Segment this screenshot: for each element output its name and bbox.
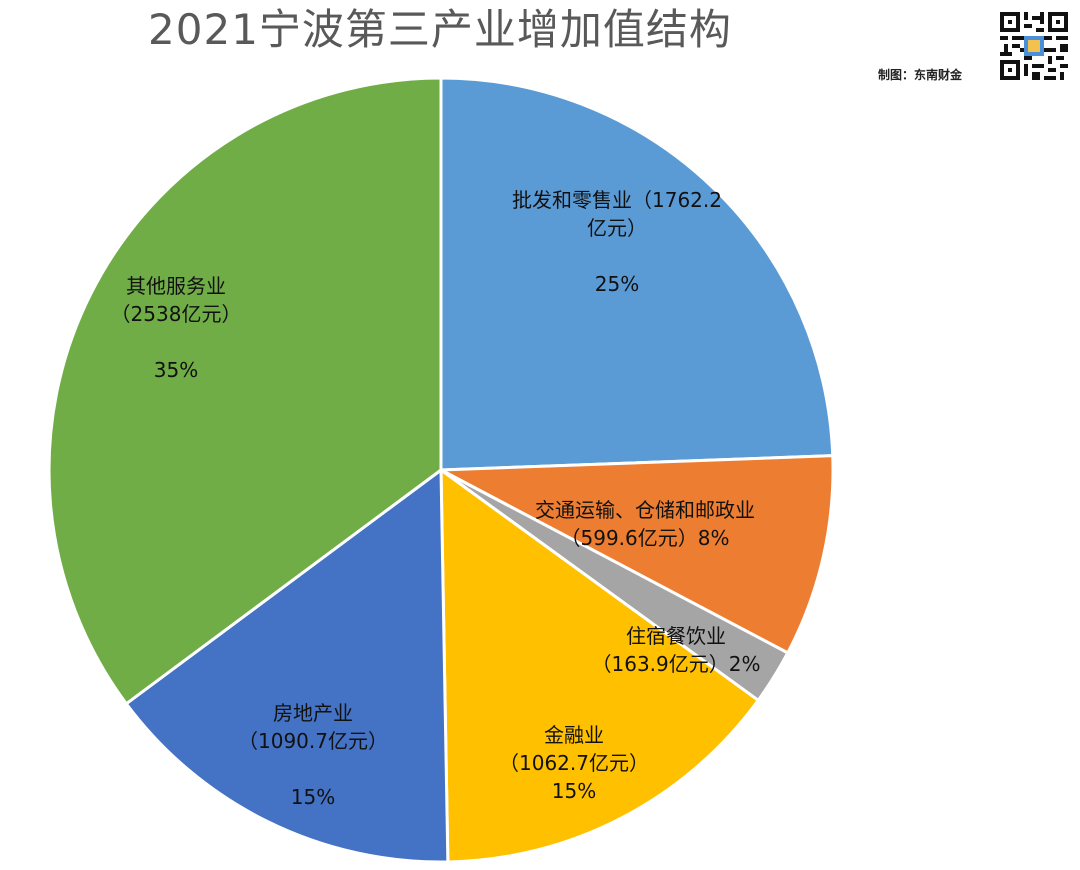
slice-label-other: 其他服务业（2538亿元） 35% — [111, 274, 242, 382]
pie-slice-other — [47, 76, 443, 706]
chart-title: 2021宁波第三产业增加值结构 — [148, 5, 732, 54]
slice-label-transport: 交通运输、仓储和邮政业（599.6亿元）8% — [535, 498, 755, 550]
credit-text: 制图：东南财金 — [878, 68, 963, 82]
slice-label-realestate: 房地产业（1090.7亿元） 15% — [238, 701, 388, 809]
pie-slice-finance — [439, 468, 760, 864]
pie-slice-wholesale — [439, 76, 835, 472]
slice-label-hotel: 住宿餐饮业（163.9亿元）2% — [592, 624, 761, 676]
qr-code-icon — [1000, 12, 1068, 80]
pie-slice-transport — [439, 454, 835, 655]
slice-label-wholesale: 批发和零售业（1762.2 亿元） 25% — [512, 188, 722, 296]
slice-label-finance: 金融业（1062.7亿元） 15% — [499, 723, 649, 803]
pie-slice-realestate — [124, 468, 450, 864]
